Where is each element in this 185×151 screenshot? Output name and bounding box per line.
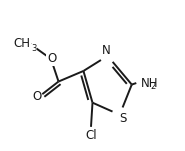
Text: 3: 3 [31,44,37,53]
Text: O: O [32,90,41,103]
Text: Cl: Cl [85,129,97,142]
Text: NH: NH [141,77,158,90]
Text: O: O [47,52,56,65]
Text: CH: CH [14,37,31,50]
Text: N: N [102,44,110,57]
Text: 2: 2 [151,82,156,91]
Text: S: S [119,112,126,125]
